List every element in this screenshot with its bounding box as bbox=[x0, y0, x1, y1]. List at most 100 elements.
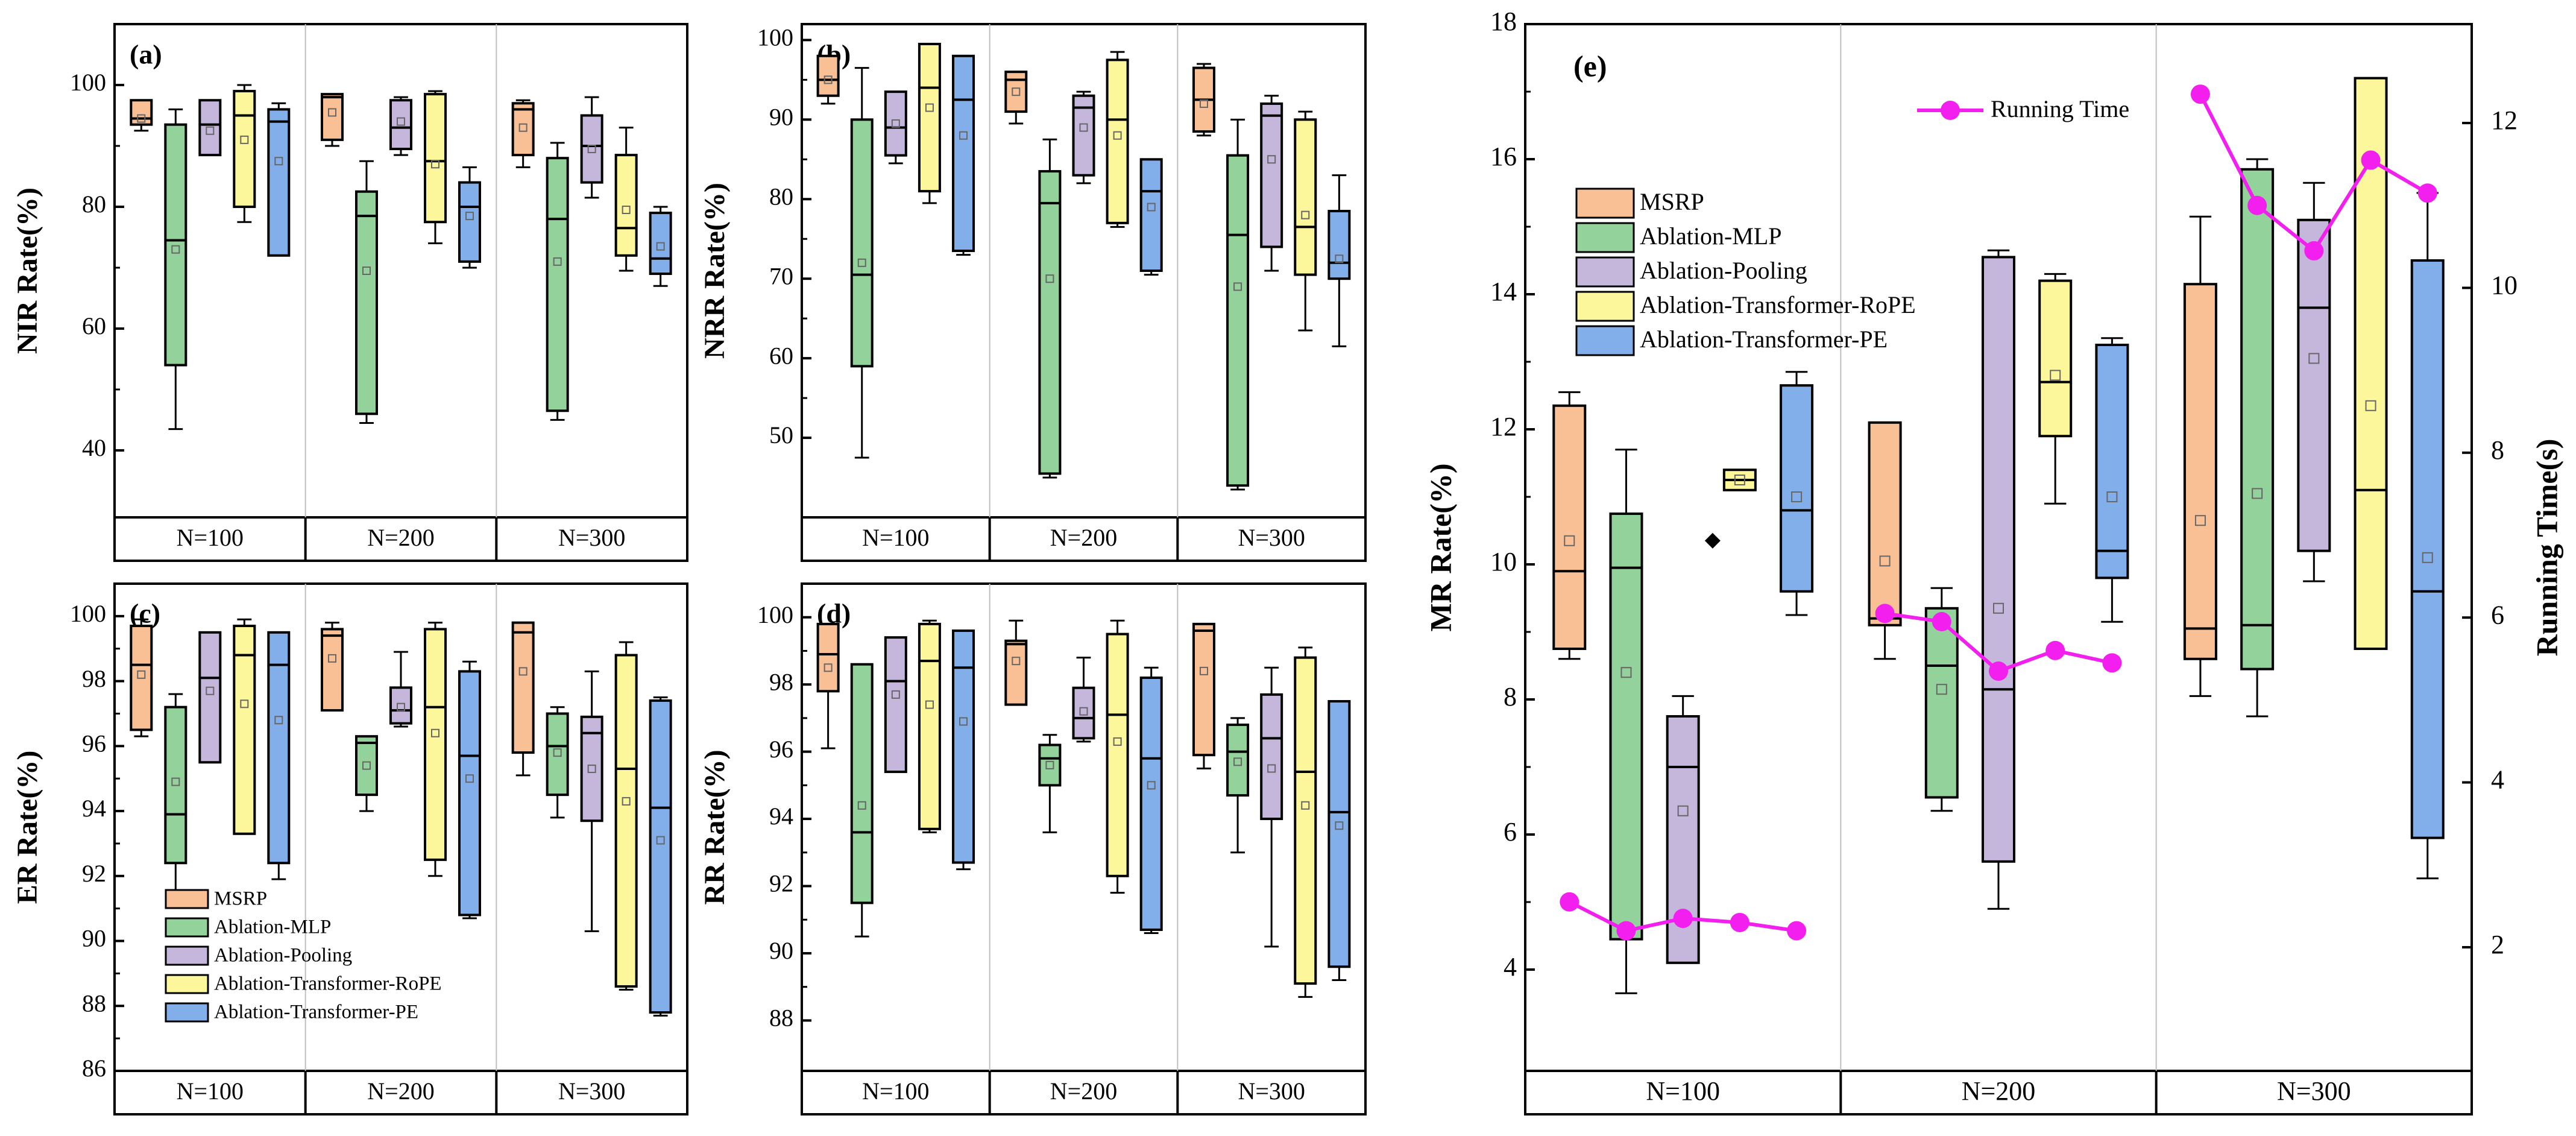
box-ablation-transformer-rope bbox=[614, 127, 638, 272]
box-iqr bbox=[1294, 656, 1317, 985]
box-ablation-pooling bbox=[198, 631, 222, 764]
mean-marker bbox=[925, 700, 934, 709]
box-iqr bbox=[424, 628, 447, 861]
running-time-point bbox=[2417, 183, 2437, 203]
mean-marker bbox=[362, 761, 371, 770]
panel-e: N=100 N=200 N=300 4 6 8 10 12 14 16 18 MR Rate(%) (e… bbox=[1423, 7, 2563, 1115]
mean-marker bbox=[518, 123, 527, 132]
box-iqr bbox=[1982, 256, 2015, 863]
y-right-tick-label: 4 bbox=[2491, 765, 2504, 795]
box-iqr bbox=[355, 735, 378, 797]
mean-marker bbox=[1335, 254, 1344, 263]
legend-label-ablation-mlp: Ablation-MLP bbox=[214, 917, 331, 938]
box-iqr bbox=[424, 93, 447, 224]
box-ablation-transformer-rope bbox=[1106, 51, 1129, 228]
mean-marker bbox=[1233, 282, 1242, 291]
legend-swatch-ablation-transformer-rope bbox=[165, 974, 209, 994]
box-ablation-transformer-pe bbox=[2095, 337, 2129, 623]
panel-title: (e) bbox=[1573, 49, 1607, 83]
mean-marker bbox=[622, 206, 631, 215]
legend-swatch-ablation-transformer-pe bbox=[1575, 325, 1635, 356]
mean-marker bbox=[925, 103, 934, 112]
box-iqr bbox=[1004, 639, 1028, 706]
box-ablation-transformer-pe bbox=[2410, 192, 2445, 880]
mean-marker bbox=[1012, 87, 1021, 96]
mean-marker bbox=[1267, 155, 1276, 164]
box-ablation-transformer-rope bbox=[918, 42, 941, 204]
mean-marker bbox=[431, 728, 439, 737]
mean-marker bbox=[240, 135, 249, 144]
box-ablation-mlp bbox=[355, 735, 378, 812]
box-ablation-transformer-rope bbox=[1294, 646, 1317, 998]
box-iqr bbox=[198, 631, 222, 764]
box-iqr bbox=[649, 699, 672, 1014]
box-msrp bbox=[816, 54, 840, 105]
box-ablation-mlp bbox=[850, 67, 874, 459]
box-iqr bbox=[1780, 384, 1814, 593]
mean-marker bbox=[2194, 515, 2206, 526]
y-tick-label: 100 bbox=[70, 69, 106, 96]
mean-marker bbox=[891, 119, 900, 128]
mean-marker bbox=[1199, 99, 1208, 108]
legend-swatch-ablation-transformer-pe bbox=[165, 1002, 209, 1023]
mean-marker bbox=[397, 117, 405, 126]
box-msrp bbox=[1192, 622, 1215, 769]
group-label: N=300 bbox=[2277, 1076, 2351, 1106]
box-iqr bbox=[850, 663, 874, 904]
box-iqr bbox=[1226, 724, 1250, 797]
box-ablation-transformer-pe bbox=[1327, 700, 1351, 982]
y-tick-label: 92 bbox=[82, 860, 106, 887]
box-ablation-transformer-rope bbox=[1294, 110, 1317, 332]
mean-marker bbox=[587, 145, 596, 154]
category-strip bbox=[801, 1070, 1367, 1115]
mean-marker bbox=[622, 797, 631, 806]
mean-marker bbox=[1301, 210, 1310, 219]
mean-marker bbox=[1620, 667, 1632, 678]
box-iqr bbox=[816, 622, 840, 693]
running-time-point bbox=[1673, 909, 1693, 929]
y-tick-label: 40 bbox=[82, 434, 106, 461]
legend-label-ablation-transformer-rope: Ablation-Transformer-RoPE bbox=[1640, 291, 1916, 318]
box-iqr bbox=[321, 93, 344, 141]
box-iqr bbox=[918, 42, 941, 193]
box-msrp bbox=[1004, 71, 1028, 125]
y-tick-label: 10 bbox=[1490, 547, 1517, 576]
running-time-point bbox=[1932, 612, 1951, 632]
box-ablation-pooling bbox=[1072, 657, 1095, 743]
legend-label-ablation-mlp: Ablation-MLP bbox=[1640, 222, 1782, 250]
mean-marker bbox=[1677, 805, 1689, 816]
y-tick-label: 96 bbox=[769, 736, 793, 763]
legend-swatch-ablation-mlp bbox=[1575, 222, 1635, 253]
mean-marker bbox=[1012, 657, 1021, 666]
box-msrp bbox=[130, 618, 153, 737]
legend: MSRP Ablation-MLP Ablation-Pooling Ablation… bbox=[165, 888, 442, 1023]
box-ablation-mlp bbox=[355, 160, 378, 424]
y-tick-label: 94 bbox=[82, 795, 106, 822]
y-tick-label: 100 bbox=[757, 24, 793, 51]
box-ablation-transformer-rope bbox=[614, 641, 638, 991]
box-iqr bbox=[1868, 421, 1902, 626]
mean-marker bbox=[1199, 666, 1208, 675]
y-axis-label: RR Rate(%) bbox=[699, 749, 731, 904]
y-tick-label: 94 bbox=[769, 803, 793, 830]
box-iqr bbox=[1609, 513, 1643, 941]
mean-marker bbox=[465, 774, 474, 783]
box-iqr bbox=[1294, 118, 1317, 276]
box-iqr bbox=[2240, 168, 2275, 671]
mean-marker bbox=[206, 686, 215, 695]
box-iqr bbox=[511, 102, 535, 157]
mean-marker bbox=[328, 654, 336, 663]
mean-marker bbox=[1147, 781, 1156, 790]
box-iqr bbox=[233, 90, 256, 208]
group-label: N=200 bbox=[1962, 1076, 2036, 1106]
box-iqr bbox=[1106, 633, 1129, 877]
box-iqr bbox=[2183, 283, 2217, 660]
box-ablation-transformer-pe bbox=[1139, 666, 1163, 935]
y-tick-label: 70 bbox=[769, 262, 793, 289]
y-right-tick-label: 10 bbox=[2491, 271, 2518, 300]
box-msrp bbox=[511, 99, 535, 168]
box-iqr bbox=[1106, 58, 1129, 224]
box-iqr bbox=[546, 157, 569, 412]
box-iqr bbox=[1139, 158, 1163, 272]
